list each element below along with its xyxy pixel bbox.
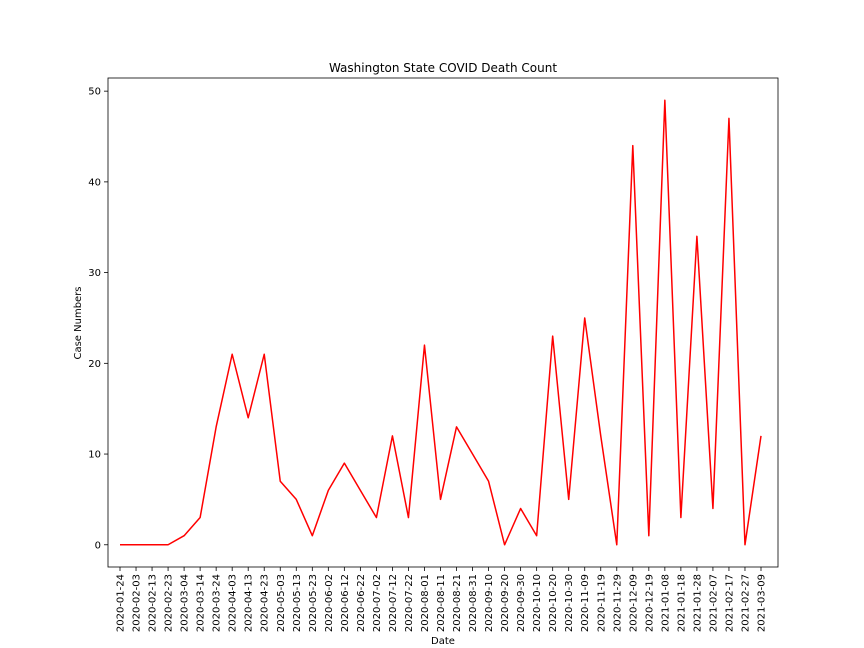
x-tick-label: 2020-05-03: [276, 574, 287, 632]
x-tick-label: 2020-04-23: [260, 574, 271, 632]
x-tick-label: 2021-01-28: [692, 574, 703, 632]
y-tick-label: 30: [88, 268, 101, 279]
x-tick-label: 2021-02-27: [740, 574, 751, 632]
x-tick-label: 2020-05-13: [292, 574, 303, 632]
x-tick-label: 2020-02-23: [164, 574, 175, 632]
x-tick-label: 2020-08-31: [468, 574, 479, 632]
x-tick-label: 2021-03-09: [757, 574, 768, 632]
y-tick-label: 50: [88, 87, 101, 98]
x-tick-label: 2020-07-02: [372, 574, 383, 632]
y-axis-label: Case Numbers: [73, 286, 84, 359]
x-tick-label: 2020-03-04: [180, 574, 191, 632]
y-tick-label: 0: [95, 540, 101, 551]
x-tick-label: 2020-12-19: [644, 574, 655, 632]
x-tick-label: 2020-10-30: [564, 574, 575, 632]
chart-title: Washington State COVID Death Count: [329, 61, 557, 75]
x-tick-label: 2020-09-20: [500, 574, 511, 632]
plot-frame: [107, 77, 779, 568]
x-tick-label: 2020-03-14: [196, 574, 207, 632]
y-tick-label: 40: [88, 177, 101, 188]
x-tick-label: 2020-07-22: [404, 574, 415, 632]
x-tick-label: 2020-05-23: [308, 574, 319, 632]
x-tick-label: 2021-01-08: [660, 574, 671, 632]
x-tick-label: 2020-06-02: [324, 574, 335, 632]
x-tick-label: 2020-12-09: [628, 574, 639, 632]
x-tick-label: 2021-02-17: [724, 574, 735, 632]
x-tick-label: 2020-06-22: [356, 574, 367, 632]
y-tick-label: 20: [88, 359, 101, 370]
x-tick-label: 2020-11-19: [596, 574, 607, 632]
x-tick-label: 2020-06-12: [340, 574, 351, 632]
x-tick-label: 2020-04-03: [228, 574, 239, 632]
data-line: [120, 99, 762, 546]
x-tick-label: 2020-08-01: [420, 574, 431, 632]
x-tick-label: 2021-01-18: [676, 574, 687, 632]
x-tick-label: 2020-09-10: [484, 574, 495, 632]
x-tick-label: 2020-02-13: [148, 574, 159, 632]
y-tick-label: 10: [88, 450, 101, 461]
x-tick-label: 2020-08-11: [436, 574, 447, 632]
x-tick-label: 2020-07-12: [388, 574, 399, 632]
x-axis-label: Date: [431, 636, 455, 647]
x-tick-label: 2021-02-07: [708, 574, 719, 632]
x-tick-label: 2020-10-10: [532, 574, 543, 632]
x-tick-label: 2020-04-13: [244, 574, 255, 632]
x-tick-label: 2020-10-20: [548, 574, 559, 632]
x-tick-label: 2020-02-03: [132, 574, 143, 632]
x-tick-label: 2020-09-30: [516, 574, 527, 632]
x-tick-label: 2020-11-09: [580, 574, 591, 632]
x-tick-label: 2020-03-24: [212, 574, 223, 632]
x-tick-label: 2020-01-24: [116, 574, 127, 632]
x-tick-label: 2020-11-29: [612, 574, 623, 632]
x-tick-label: 2020-08-21: [452, 574, 463, 632]
